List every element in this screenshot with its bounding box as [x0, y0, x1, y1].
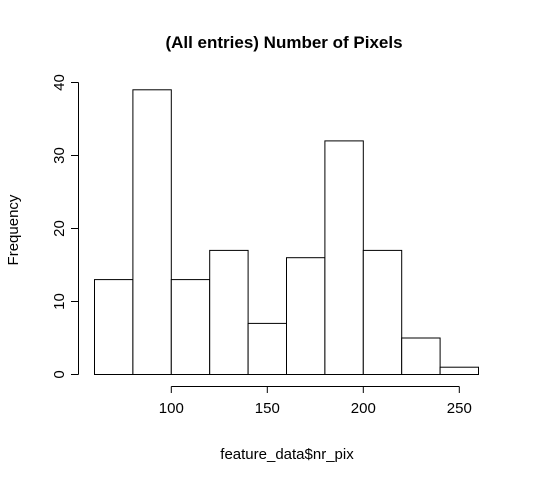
histogram-bar-10: [439, 366, 480, 376]
bars-group: [94, 89, 480, 376]
histogram-bar-8: [362, 249, 403, 375]
y-tick-label-30: 30: [51, 147, 68, 164]
x-axis: 100 150 200 250: [159, 386, 472, 417]
x-tick-label-150: 150: [255, 400, 280, 417]
y-axis: 0 10 20 30 40: [51, 74, 79, 379]
y-tick-label-40: 40: [51, 74, 68, 91]
histogram-bar-2: [132, 89, 172, 376]
histogram-bar-1: [94, 279, 134, 376]
histogram-bar-5: [247, 322, 288, 375]
histogram-bar-9: [401, 337, 441, 375]
chart-title: (All entries) Number of Pixels: [165, 33, 402, 52]
histogram-bar-3: [170, 279, 211, 376]
x-axis-label: feature_data$nr_pix: [220, 446, 354, 463]
histogram-bar-7: [324, 140, 364, 375]
y-tick-label-0: 0: [51, 370, 68, 378]
x-tick-label-100: 100: [159, 400, 184, 417]
y-axis-label: Frequency: [5, 194, 22, 265]
x-tick-label-250: 250: [447, 400, 472, 417]
y-tick-label-20: 20: [51, 220, 68, 237]
histogram-bar-4: [209, 249, 249, 375]
y-tick-label-10: 10: [51, 293, 68, 310]
histogram-bar-6: [286, 257, 326, 376]
x-tick-label-200: 200: [351, 400, 376, 417]
